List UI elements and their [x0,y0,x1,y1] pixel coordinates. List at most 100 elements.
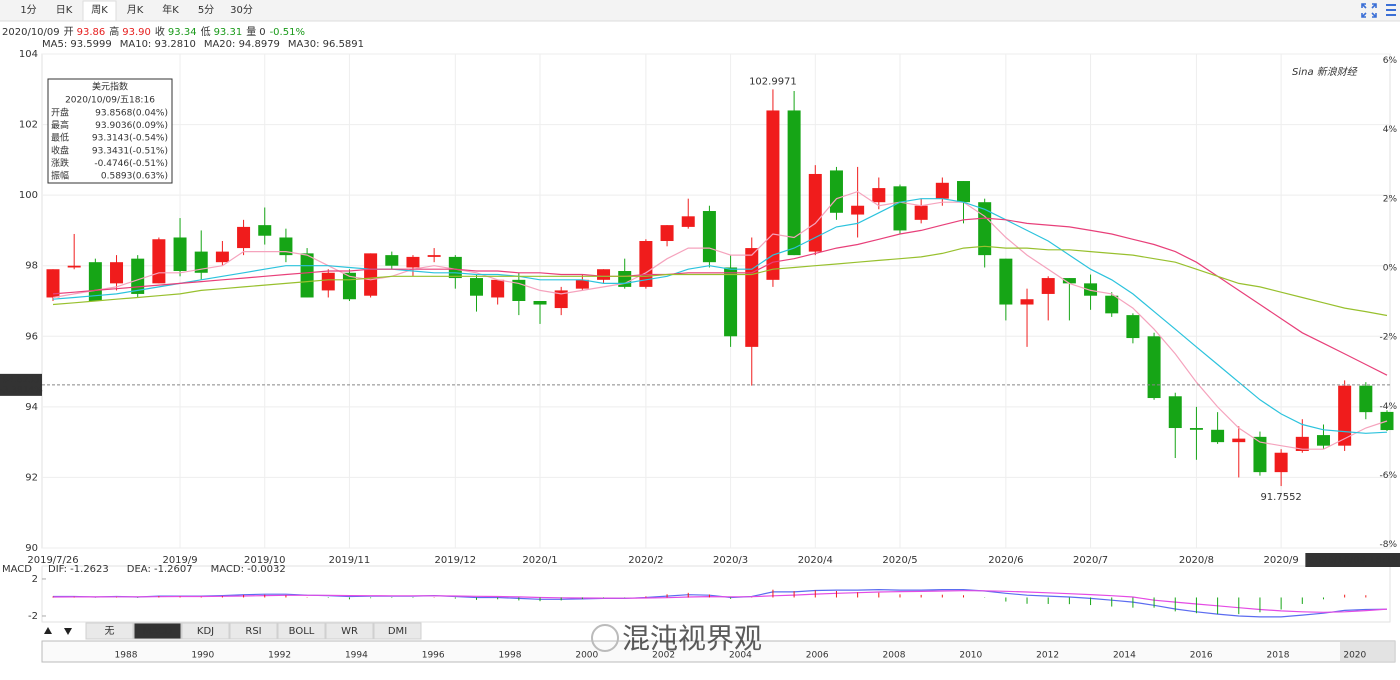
quote-label: 开 [64,27,74,38]
candle-body [639,241,653,287]
icon[interactable] [1386,4,1396,6]
y-tick-label: 98 [25,261,38,272]
settings-icon[interactable] [1386,4,1396,16]
period-tab[interactable]: 1分 [20,4,36,16]
candle-body [258,225,272,236]
candle-body [406,256,420,268]
fullscreen-icon[interactable] [1361,3,1377,18]
legend-entry: MACD: -0.0032 [211,564,286,575]
indicator-tab-bg[interactable] [277,622,326,640]
x-label-box [1305,553,1400,567]
toolbar [0,0,1400,21]
navigator-label: 1990 [191,651,214,661]
quote-value: 93.86 [77,27,106,38]
y2-tick-label: 4% [1383,125,1398,135]
candle-body [1253,436,1267,473]
y2-tick-label: -4% [1379,402,1397,412]
quote-line: 2020/10/09 开 93.86 高 93.90 收 93.34 低 93.31 量 0 -0.5… [2,25,305,38]
candle-body [999,258,1013,305]
x-tick-label: 2019/7/26 [27,555,78,566]
quote-date: 2020/10/09 [2,27,60,38]
tooltip-label: 最高 [51,119,69,131]
indicator-tab-bg[interactable] [181,622,230,640]
icon[interactable] [1386,9,1396,11]
indicator-tab-bg[interactable] [373,622,422,640]
y-tick-label: 104 [19,49,38,60]
max-annotation: 102.9971 [749,76,797,87]
period-tab[interactable]: 周K [91,4,108,16]
period-tab[interactable]: 5分 [198,4,214,16]
y-tick-label: 96 [25,331,38,342]
candle-body [1168,396,1182,429]
y-tick-label: -2 [28,611,38,622]
navigator-label: 1998 [499,651,522,661]
indicator-tab[interactable]: 无 [105,626,115,637]
up-arrow[interactable] [44,627,52,634]
period-tab[interactable]: 年K [162,3,179,16]
candle-body [935,182,949,199]
arrow-area [42,623,82,639]
period-tab[interactable]: 日K [56,5,73,16]
indicator-tab[interactable]: BOLL [289,626,315,637]
candle-body [131,258,145,294]
x-tick-label: 2020/5 [882,555,917,566]
quote-label: 高 [109,25,119,38]
candle-body [660,225,674,242]
candle-body [851,205,865,215]
candle-body [957,181,971,203]
period-tab[interactable]: 30分 [230,4,253,16]
candle-body [1359,385,1373,413]
tooltip-value: 93.9036(0.09%) [95,121,168,131]
tooltip-box [47,78,173,184]
indicator-tab[interactable]: RSI [245,626,261,637]
candle-body [766,110,780,280]
legend-entry: DEA: -1.2607 [127,564,193,575]
quote-label: 低 [201,25,211,38]
candle-body [808,173,822,252]
navigator-label: 1994 [345,651,368,661]
x-tick-label: 2020/6 [988,555,1023,566]
y2-tick-label: -6% [1379,471,1397,481]
indicator-tab[interactable]: MACD [143,626,173,637]
candle-body [575,279,589,289]
candle-body [1316,435,1330,446]
down-arrow[interactable] [64,628,72,635]
indicator-tab[interactable]: KDJ [197,626,214,637]
icon[interactable] [1361,3,1377,18]
x-tick-label: 2020/2 [628,555,663,566]
icon[interactable] [1386,14,1396,16]
candle-body [1211,429,1225,443]
y2-tick-label: 2% [1383,194,1398,204]
tooltip-value: 0.5893(0.63%) [101,172,168,182]
x-tick-label: 2019/10 [244,555,286,566]
navigator-label: 2010 [959,651,982,661]
navigator-label: 2000 [575,651,598,661]
navigator-label: 2012 [1036,651,1059,661]
indicator-tab-bg[interactable] [85,622,134,640]
candle-body [1274,452,1288,473]
quote-change: -0.51% [270,27,305,38]
indicator-tab[interactable]: DMI [388,626,407,637]
legend-entry: MA30: 96.5891 [288,39,364,50]
navigator-window[interactable] [1340,641,1395,662]
tooltip-value: -0.4746(-0.51%) [94,159,168,169]
indicator-tab-bg[interactable] [133,622,182,640]
indicator-tab-bg[interactable] [325,622,374,640]
y-tick-label: 90 [25,543,38,554]
tooltip-title: 美元指数 [92,81,128,93]
navigator-label: 2016 [1190,651,1213,661]
candle-body [554,290,568,309]
quote-value: 93.34 [168,27,197,38]
candle-body [787,110,801,256]
period-tab[interactable]: 月K [127,4,144,16]
indicator-tab[interactable]: WR [341,626,358,637]
candle-body [1105,295,1119,314]
active-tab [82,0,117,22]
tooltip-label: 收盘 [51,144,69,156]
panel-title: MACD [2,564,32,575]
candle-body [745,248,759,347]
min-annotation: 91.7552 [1260,492,1301,503]
indicator-tab-bg[interactable] [229,622,278,640]
candle-body [893,186,907,231]
legend-entry: MA5: 93.5999 [42,39,112,50]
